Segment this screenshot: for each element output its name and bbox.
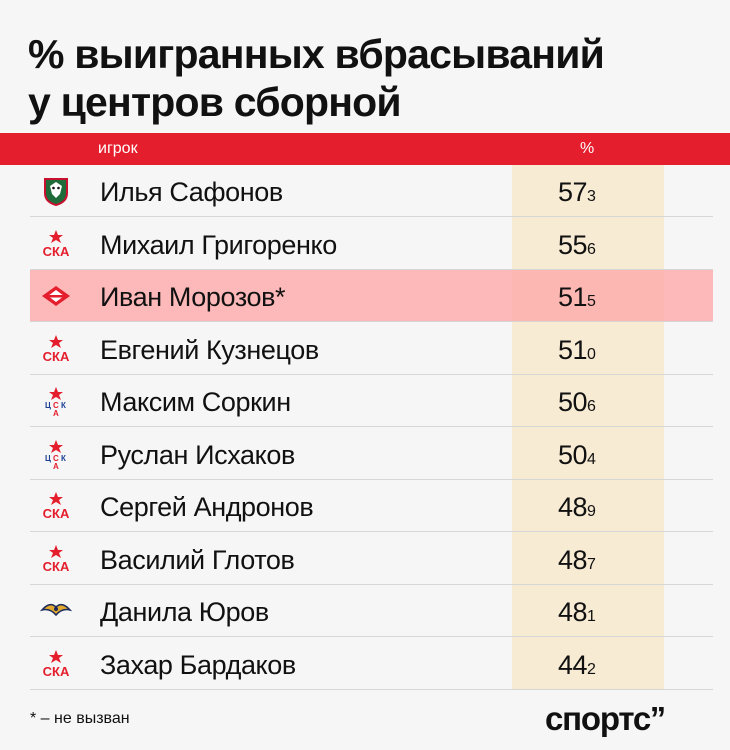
- svg-text:СКА: СКА: [43, 559, 70, 574]
- faceoff-percent: 487: [558, 545, 596, 576]
- spartak-logo-icon: [40, 280, 72, 312]
- player-name: Максим Соркин: [100, 387, 291, 418]
- faceoff-percent-decimal: 2: [587, 661, 596, 678]
- faceoff-percent-decimal: 6: [587, 398, 596, 415]
- faceoff-percent-decimal: 6: [587, 241, 596, 258]
- ska-logo-icon: СКА: [40, 490, 72, 522]
- table-row: Иван Морозов* 515: [30, 270, 713, 322]
- faceoff-percent-integer: 55: [558, 230, 587, 260]
- table-row: СКА Захар Бардаков 442: [30, 638, 713, 690]
- brand-logo: спортс’’: [545, 700, 665, 738]
- table-row: Ц С К А Руслан Исхаков 504: [30, 428, 713, 480]
- table-row: СКА Сергей Андронов 489: [30, 480, 713, 532]
- faceoff-percent-integer: 44: [558, 650, 587, 680]
- svg-text:СКА: СКА: [43, 349, 70, 364]
- column-header-percent: %: [580, 140, 594, 158]
- player-name: Данила Юров: [100, 597, 269, 628]
- player-name: Илья Сафонов: [100, 177, 283, 208]
- column-header-player: игрок: [98, 140, 138, 158]
- ska-logo-icon: СКА: [40, 648, 72, 680]
- faceoff-percent-decimal: 7: [587, 556, 596, 573]
- title-line-1: % выигранных вбрасываний: [28, 30, 708, 78]
- faceoff-percent-decimal: 5: [587, 293, 596, 310]
- player-name: Евгений Кузнецов: [100, 335, 319, 366]
- svg-text:К: К: [61, 454, 66, 463]
- ska-logo-icon: СКА: [40, 333, 72, 365]
- player-name: Василий Глотов: [100, 545, 294, 576]
- faceoff-percent-integer: 50: [558, 387, 587, 417]
- ska-logo-icon: СКА: [40, 543, 72, 575]
- metallurg-logo-icon: [40, 595, 72, 627]
- svg-text:Ц: Ц: [45, 401, 51, 410]
- faceoff-percent-decimal: 3: [587, 188, 596, 205]
- svg-text:А: А: [53, 462, 59, 470]
- faceoff-percent: 556: [558, 230, 596, 261]
- player-name: Михаил Григоренко: [100, 230, 337, 261]
- faceoff-percent: 506: [558, 387, 596, 418]
- table-row: СКА Михаил Григоренко 556: [30, 218, 713, 270]
- footnote: * – не вызван: [30, 710, 130, 728]
- player-name: Сергей Андронов: [100, 492, 313, 523]
- faceoff-percent-integer: 48: [558, 545, 587, 575]
- faceoff-percent-integer: 51: [558, 282, 587, 312]
- faceoff-percent: 489: [558, 492, 596, 523]
- svg-text:А: А: [53, 409, 59, 417]
- faceoff-percent-integer: 50: [558, 440, 587, 470]
- faceoff-percent: 510: [558, 335, 596, 366]
- chart-title: % выигранных вбрасываний у центров сборн…: [28, 30, 708, 126]
- svg-text:Ц: Ц: [45, 454, 51, 463]
- faceoff-percent-integer: 51: [558, 335, 587, 365]
- faceoff-percent: 573: [558, 177, 596, 208]
- table-row: Ц С К А Максим Соркин 506: [30, 375, 713, 427]
- faceoff-table: Илья Сафонов 573 СКА Михаил Григоренко 556 Ив…: [30, 165, 713, 690]
- player-name: Руслан Исхаков: [100, 440, 295, 471]
- svg-text:СКА: СКА: [43, 244, 70, 259]
- table-row: СКА Евгений Кузнецов 510: [30, 323, 713, 375]
- svg-text:СКА: СКА: [43, 506, 70, 521]
- table-header: игрок %: [0, 133, 730, 165]
- faceoff-percent-decimal: 0: [587, 346, 596, 363]
- ska-logo-icon: СКА: [40, 228, 72, 260]
- faceoff-percent: 515: [558, 282, 596, 313]
- svg-text:К: К: [61, 401, 66, 410]
- faceoff-percent: 504: [558, 440, 596, 471]
- faceoff-percent: 442: [558, 650, 596, 681]
- faceoff-percent-integer: 57: [558, 177, 587, 207]
- faceoff-percent-decimal: 1: [587, 608, 596, 625]
- faceoff-percent-decimal: 4: [587, 451, 596, 468]
- faceoff-percent-integer: 48: [558, 492, 587, 522]
- player-name: Иван Морозов*: [100, 282, 285, 313]
- table-row: Илья Сафонов 573: [30, 165, 713, 217]
- player-name: Захар Бардаков: [100, 650, 296, 681]
- ak-bars-logo-icon: [40, 175, 72, 207]
- faceoff-percent: 481: [558, 597, 596, 628]
- svg-text:СКА: СКА: [43, 664, 70, 679]
- faceoff-percent-decimal: 9: [587, 503, 596, 520]
- faceoff-percent-integer: 48: [558, 597, 587, 627]
- table-row: Данила Юров 481: [30, 585, 713, 637]
- title-line-2: у центров сборной: [28, 78, 708, 126]
- table-row: СКА Василий Глотов 487: [30, 533, 713, 585]
